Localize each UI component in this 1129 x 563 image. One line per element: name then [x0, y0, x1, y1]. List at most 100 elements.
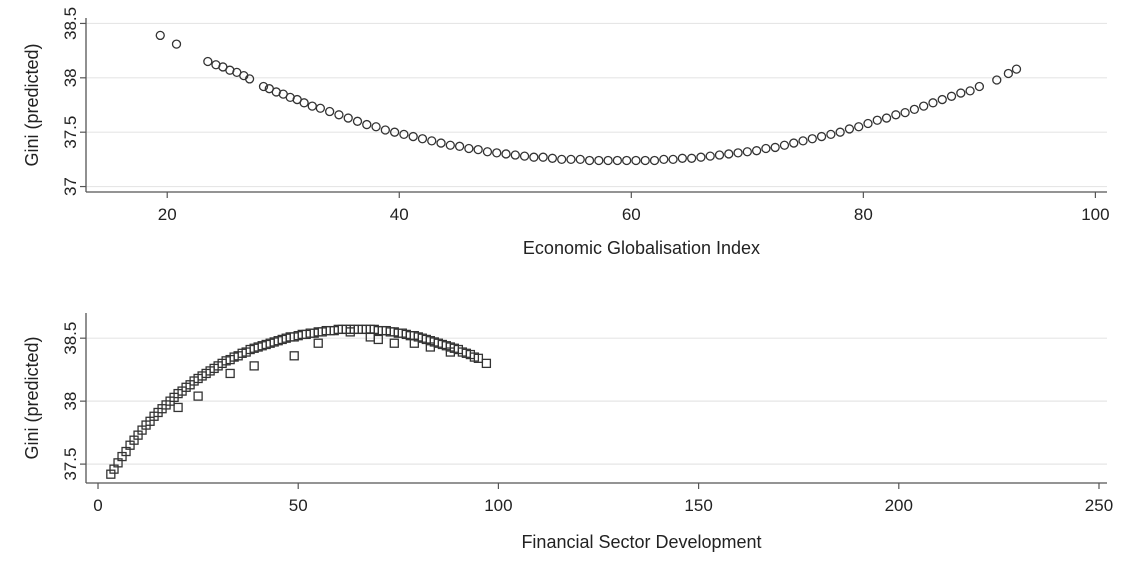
- top-data-point: [705, 151, 715, 161]
- top-data-point: [352, 116, 363, 126]
- top-data-point: [900, 107, 910, 118]
- top-axes: [85, 18, 1107, 193]
- bottom-x-ticks: 0 50 100 150 200 250: [93, 483, 1113, 515]
- top-data-point: [835, 127, 845, 137]
- top-data-point: [501, 149, 511, 159]
- top-data-point: [557, 154, 567, 165]
- bottom-data-point: [425, 342, 435, 352]
- bottom-data-point: [193, 391, 203, 401]
- bottom-x-axis-title: Financial Sector Development: [521, 532, 761, 552]
- top-data-point: [631, 155, 641, 166]
- chart-bottom: 37.5 38 38.5 0 50 100 150 200 250 Financial Sec…: [22, 313, 1113, 552]
- top-x-tick-label: 40: [390, 205, 409, 224]
- bottom-y-tick-label: 37.5: [61, 448, 80, 481]
- top-gridlines: [86, 22, 1107, 188]
- top-data-point: [724, 149, 734, 159]
- top-data-point: [464, 143, 474, 154]
- bottom-data-point: [481, 358, 492, 369]
- bottom-data-point: [373, 334, 383, 345]
- top-y-ticks: 37 37.5 38 38.5: [61, 7, 86, 196]
- top-data-point: [956, 88, 966, 98]
- top-data-point: [519, 151, 530, 161]
- top-data-point: [603, 155, 613, 166]
- top-data-point: [798, 136, 808, 146]
- bottom-x-tick-label: 100: [484, 496, 512, 515]
- top-y-axis-title: Gini (predicted): [22, 43, 42, 166]
- top-data-point: [307, 101, 317, 111]
- top-data-point: [538, 152, 548, 162]
- bottom-x-tick-label: 250: [1085, 496, 1113, 515]
- bottom-x-tick-label: 0: [93, 496, 102, 515]
- top-data-point: [649, 155, 660, 166]
- top-data-point: [807, 134, 817, 144]
- top-data-point: [408, 131, 418, 142]
- top-data-point: [1003, 68, 1014, 79]
- bottom-x-tick-label: 50: [289, 496, 308, 515]
- bottom-data-point: [106, 469, 116, 479]
- top-data-point: [733, 148, 743, 158]
- top-data-point: [389, 127, 400, 137]
- top-data-point: [622, 155, 632, 166]
- top-data-point: [854, 122, 864, 132]
- top-data-point: [584, 155, 595, 166]
- bottom-data-point: [473, 353, 484, 363]
- top-data-point: [315, 103, 326, 113]
- top-data-point: [714, 150, 725, 160]
- top-data-point: [155, 30, 165, 41]
- top-data-point: [937, 94, 947, 105]
- top-data-point: [244, 74, 255, 84]
- chart-top: 37 37.5 38 38.5 20 40 60 80 100 Economic Global…: [22, 7, 1110, 258]
- top-data-point: [380, 125, 390, 135]
- bottom-data-point: [249, 361, 259, 371]
- top-data-point: [844, 124, 855, 134]
- top-data-point: [492, 148, 502, 158]
- top-data-point: [436, 138, 446, 148]
- top-x-tick-label: 100: [1081, 205, 1109, 224]
- top-data-point: [779, 140, 790, 150]
- top-data-point: [881, 113, 892, 123]
- top-data-point: [992, 75, 1002, 85]
- top-data-point: [371, 122, 381, 132]
- top-data-point: [612, 155, 623, 166]
- top-data-point: [334, 110, 344, 120]
- top-data-point: [816, 131, 827, 142]
- top-y-tick-label: 37.5: [61, 116, 80, 149]
- bottom-y-ticks: 37.5 38 38.5: [61, 322, 86, 481]
- bottom-y-tick-label: 38: [61, 392, 80, 411]
- top-data-point: [789, 138, 799, 148]
- top-data-point: [974, 81, 985, 92]
- top-data-point: [826, 129, 836, 140]
- bottom-points: [106, 324, 492, 479]
- top-x-ticks: 20 40 60 80 100: [158, 192, 1110, 224]
- top-data-point: [299, 98, 309, 108]
- top-data-point: [594, 155, 604, 166]
- top-data-point: [946, 91, 957, 101]
- bottom-data-point: [173, 402, 183, 413]
- top-data-point: [445, 140, 455, 150]
- top-data-point: [677, 153, 688, 163]
- top-data-point: [417, 134, 428, 144]
- top-data-point: [696, 152, 706, 162]
- top-data-point: [891, 110, 901, 120]
- top-data-point: [454, 141, 465, 151]
- bottom-data-point: [345, 327, 355, 337]
- top-x-tick-label: 20: [158, 205, 177, 224]
- top-data-point: [203, 56, 213, 67]
- top-data-point: [686, 153, 697, 163]
- top-data-point: [668, 154, 678, 165]
- top-data-point: [1011, 64, 1022, 74]
- bottom-data-point: [289, 351, 299, 361]
- top-data-point: [510, 150, 520, 160]
- top-data-point: [965, 86, 975, 96]
- top-data-point: [640, 155, 650, 166]
- top-x-tick-label: 80: [854, 205, 873, 224]
- top-data-point: [529, 152, 539, 162]
- bottom-data-point: [445, 347, 456, 357]
- top-x-axis-title: Economic Globalisation Index: [523, 238, 760, 258]
- top-data-point: [547, 153, 558, 163]
- top-data-point: [575, 154, 585, 165]
- bottom-x-tick-label: 200: [885, 496, 913, 515]
- top-data-point: [566, 154, 576, 165]
